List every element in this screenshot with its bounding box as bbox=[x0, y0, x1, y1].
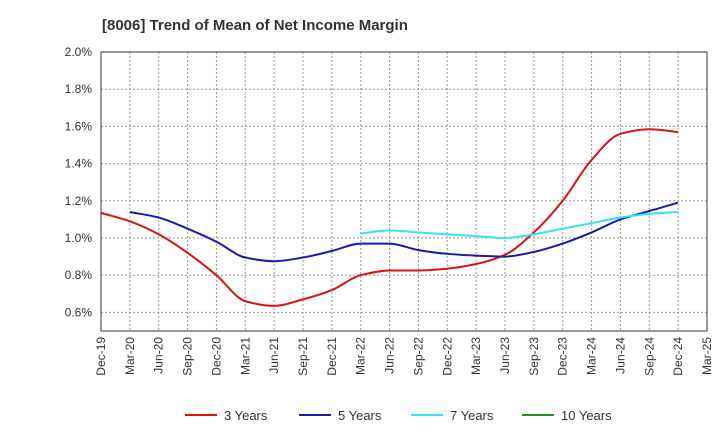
x-axis: Dec-19 Mar-20 Jun-20 Sep-20 Dec-20 Mar-21 Jun-… bbox=[94, 337, 714, 376]
y-tick-label: 1.4% bbox=[65, 157, 93, 171]
x-tick-label: Mar-20 bbox=[123, 337, 137, 375]
legend: 3 Years 5 Years 7 Years 10 Years bbox=[185, 408, 612, 423]
plot-lines bbox=[100, 128, 679, 307]
series-line-3-years bbox=[100, 128, 679, 307]
y-tick-label: 0.6% bbox=[65, 305, 93, 319]
legend-label: 3 Years bbox=[224, 408, 268, 423]
x-tick-label: Sep-21 bbox=[296, 337, 310, 376]
x-tick-label: Dec-21 bbox=[325, 337, 339, 376]
x-tick-label: Dec-19 bbox=[94, 337, 108, 376]
x-tick-label: Jun-21 bbox=[267, 337, 281, 374]
y-tick-label: 2.0% bbox=[65, 45, 93, 59]
y-axis: 0.6% 0.8% 1.0% 1.2% 1.4% 1.6% 1.8% 2.0% bbox=[65, 45, 93, 319]
grid bbox=[101, 51, 707, 331]
x-tick-label: Dec-23 bbox=[556, 337, 570, 376]
x-tick-label: Mar-24 bbox=[585, 337, 599, 375]
y-tick-label: 0.8% bbox=[65, 268, 93, 282]
x-tick-label: Mar-22 bbox=[354, 337, 368, 375]
y-tick-label: 1.0% bbox=[65, 231, 93, 245]
x-tick-label: Mar-25 bbox=[700, 337, 714, 375]
legend-label: 5 Years bbox=[338, 408, 382, 423]
series-line-5-years bbox=[129, 201, 679, 263]
y-tick-label: 1.8% bbox=[65, 82, 93, 96]
x-tick-label: Jun-20 bbox=[152, 337, 166, 374]
plot-area bbox=[100, 51, 708, 332]
legend-label: 7 Years bbox=[450, 408, 494, 423]
x-tick-label: Sep-22 bbox=[411, 337, 425, 376]
x-tick-label: Jun-24 bbox=[613, 337, 627, 374]
x-tick-label: Dec-24 bbox=[671, 337, 685, 376]
x-tick-label: Sep-24 bbox=[642, 337, 656, 376]
y-tick-label: 1.2% bbox=[65, 194, 93, 208]
x-tick-label: Mar-21 bbox=[238, 337, 252, 375]
x-tick-label: Jun-23 bbox=[498, 337, 512, 374]
x-tick-label: Mar-23 bbox=[469, 337, 483, 375]
chart-title: [8006] Trend of Mean of Net Income Margi… bbox=[102, 17, 408, 34]
legend-label: 10 Years bbox=[561, 408, 612, 423]
x-tick-label: Sep-20 bbox=[181, 337, 195, 376]
x-tick-label: Jun-22 bbox=[383, 337, 397, 374]
y-tick-label: 1.6% bbox=[65, 119, 93, 133]
x-tick-label: Dec-20 bbox=[209, 337, 223, 376]
series-line-7-years bbox=[360, 210, 679, 240]
x-tick-label: Dec-22 bbox=[440, 337, 454, 376]
x-tick-label: Sep-23 bbox=[527, 337, 541, 376]
